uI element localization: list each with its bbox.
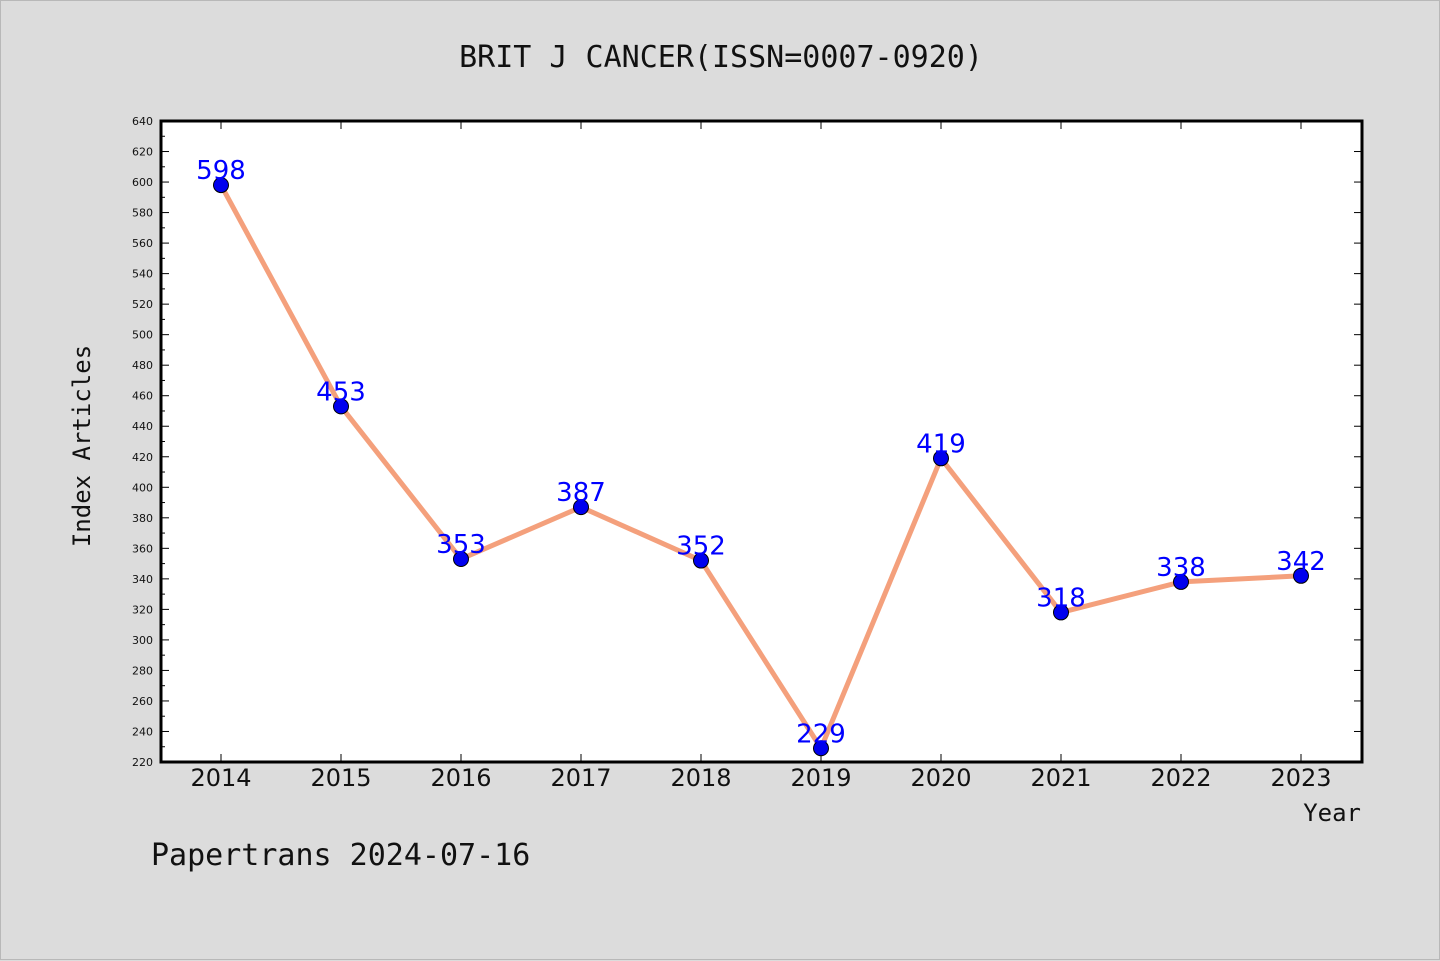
chart-title: BRIT J CANCER(ISSN=0007-0920) (459, 40, 983, 75)
y-tick-label: 520 (132, 298, 153, 311)
y-tick-label: 440 (132, 420, 153, 433)
data-label: 338 (1156, 553, 1206, 583)
data-label: 387 (556, 478, 606, 508)
y-tick-label: 260 (132, 695, 153, 708)
x-tick-label: 2019 (790, 764, 851, 792)
y-tick-label: 280 (132, 664, 153, 677)
data-point (813, 740, 829, 757)
y-tick-label: 620 (132, 146, 153, 159)
y-tick-label: 580 (132, 207, 153, 220)
plot-area (159, 119, 1364, 764)
x-tick-label: 2021 (1030, 764, 1091, 792)
y-tick-label: 380 (132, 512, 153, 525)
y-tick-label: 220 (132, 756, 153, 769)
x-tick-label: 2015 (310, 764, 371, 792)
x-tick-label: 2017 (550, 764, 611, 792)
x-tick-label: 2022 (1150, 764, 1211, 792)
x-tick-label: 2020 (910, 764, 971, 792)
series-line (218, 182, 1304, 751)
footer-note: Papertrans 2024-07-16 (151, 838, 530, 873)
x-tick-label: 2014 (190, 764, 251, 792)
y-tick-label: 420 (132, 451, 153, 464)
data-label: 229 (796, 719, 846, 749)
data-label: 353 (436, 530, 486, 560)
data-point (1173, 573, 1189, 590)
series-layer: 598 453 353 387 352 229 419 318 338 342 (196, 156, 1326, 757)
y-tick-label: 300 (132, 634, 153, 647)
x-tick-label: 2023 (1270, 764, 1331, 792)
data-label: 598 (196, 156, 246, 186)
data-point (933, 450, 949, 467)
y-tick-label: 560 (132, 237, 153, 250)
data-label: 419 (916, 429, 966, 459)
data-point (693, 552, 709, 569)
data-label: 453 (316, 377, 366, 407)
data-point (1293, 567, 1309, 584)
x-tick-label: 2018 (670, 764, 731, 792)
data-point (573, 499, 589, 516)
data-label: 318 (1036, 583, 1086, 613)
data-point (333, 398, 349, 415)
y-tick-label: 640 (132, 115, 153, 128)
x-tick-label: 2016 (430, 764, 491, 792)
y-axis-label: Index Articles (68, 345, 96, 547)
x-axis: 2014 2015 2016 2017 2018 2019 2020 2021 2022 2023 (190, 121, 1332, 792)
y-tick-label: 600 (132, 176, 153, 189)
data-point (1053, 604, 1069, 621)
y-tick-label: 320 (132, 603, 153, 616)
y-tick-label: 480 (132, 359, 153, 372)
y-axis: 220 240 260 280 300 320 340 360 380 400 420 440 460 4… (132, 115, 1362, 769)
y-tick-label: 360 (132, 542, 153, 555)
y-tick-label: 500 (132, 329, 153, 342)
data-label: 352 (676, 532, 726, 562)
data-point (453, 551, 469, 568)
data-point (213, 177, 229, 194)
data-label: 342 (1276, 547, 1326, 577)
y-tick-label: 400 (132, 481, 153, 494)
y-tick-label: 340 (132, 573, 153, 586)
y-tick-label: 460 (132, 390, 153, 403)
y-tick-label: 240 (132, 725, 153, 738)
y-tick-label: 540 (132, 268, 153, 281)
x-axis-label: Year (1303, 799, 1361, 827)
